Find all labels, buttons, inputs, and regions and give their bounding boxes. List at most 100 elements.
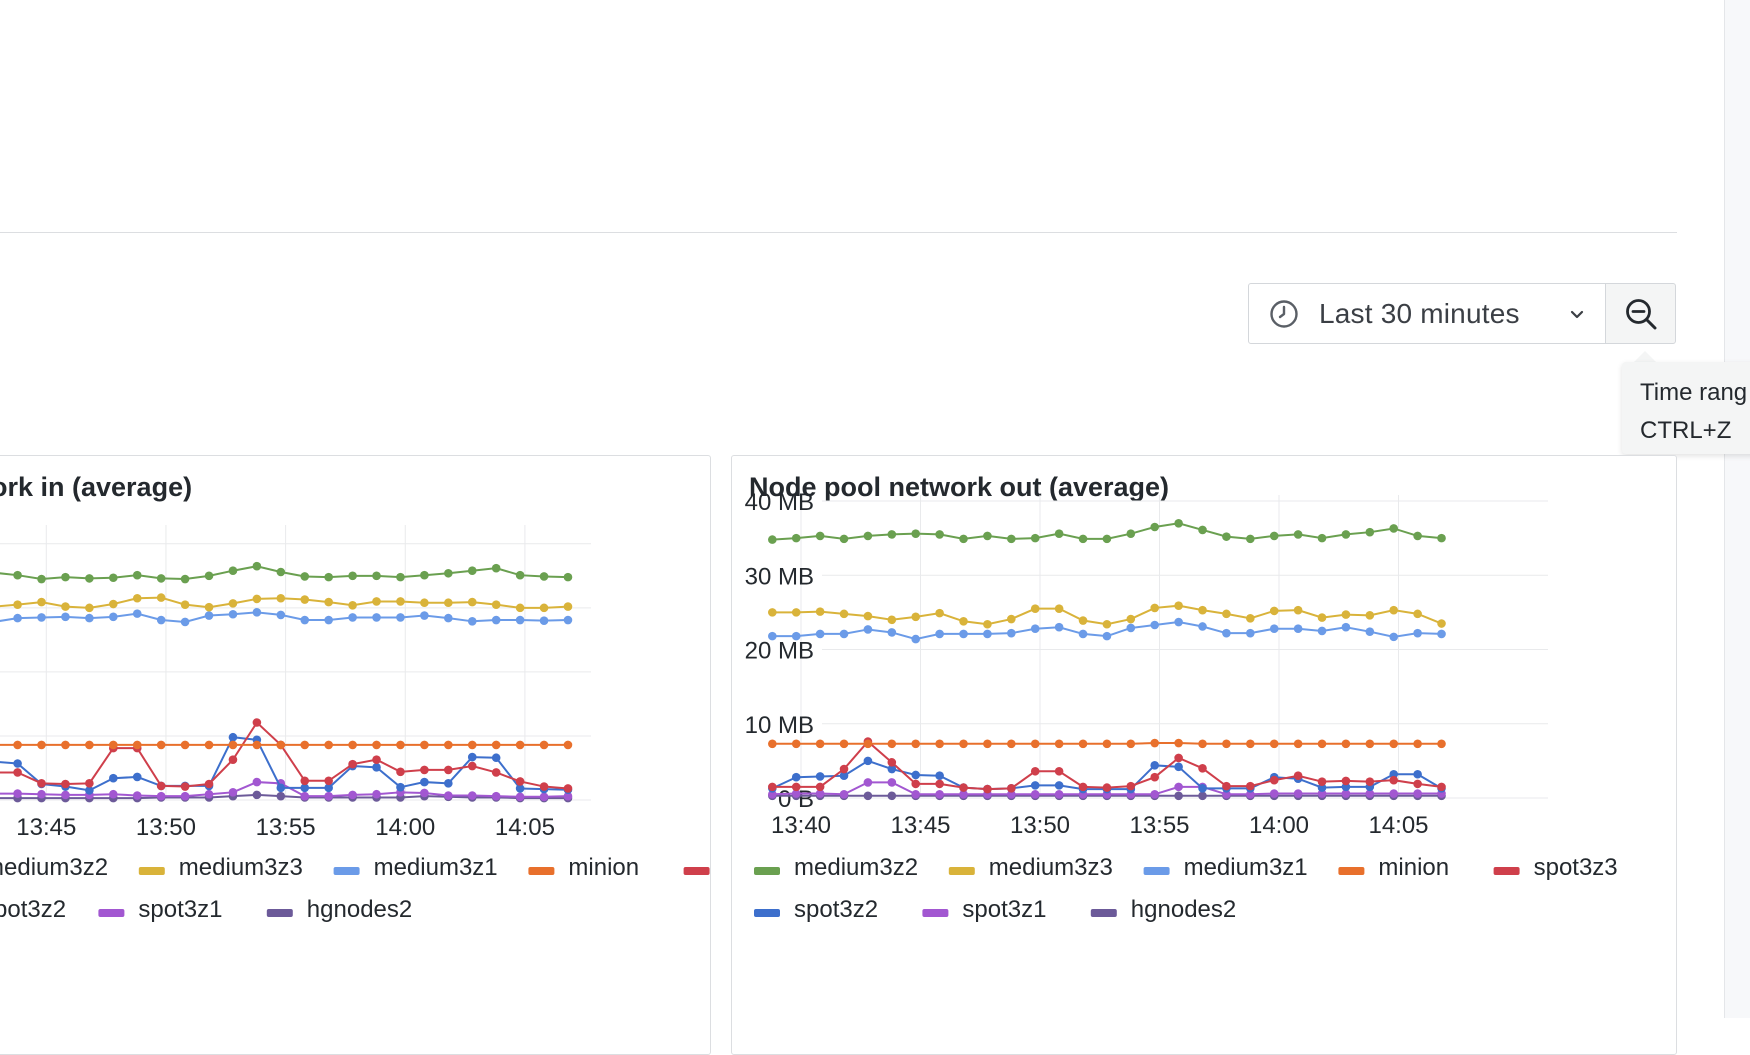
legend-label[interactable]: spot3z2 — [0, 896, 66, 923]
data-point — [204, 611, 214, 620]
data-point — [1150, 522, 1160, 532]
data-point — [839, 771, 849, 781]
legend-label[interactable]: minion — [568, 854, 639, 881]
panel-title: Node pool network out (average) — [749, 472, 1170, 502]
data-point — [839, 609, 849, 619]
data-point — [491, 740, 501, 750]
data-point — [1269, 739, 1279, 749]
grid — [0, 525, 591, 801]
legend-swatch — [528, 867, 555, 875]
data-point — [132, 791, 142, 800]
legend-label[interactable]: medium3z1 — [374, 854, 498, 881]
time-range-picker[interactable]: Last 30 minutes — [1248, 283, 1606, 344]
legend-label[interactable]: medium3z3 — [179, 854, 303, 881]
data-point — [768, 739, 777, 749]
data-point — [1317, 777, 1327, 786]
data-point — [132, 593, 142, 603]
data-point — [1054, 529, 1064, 538]
data-point — [85, 574, 94, 583]
data-point — [815, 782, 825, 792]
zoom-out-button[interactable] — [1605, 283, 1676, 344]
legend-label[interactable]: hgnodes2 — [307, 896, 412, 923]
data-point — [815, 531, 825, 541]
legend[interactable]: medium3z2medium3z3medium3z1minionspot3z3… — [0, 854, 711, 923]
x-tick-label: 13:55 — [256, 814, 316, 841]
data-point — [1102, 783, 1112, 792]
data-point — [61, 790, 70, 800]
data-point — [1437, 782, 1446, 792]
data-point — [61, 602, 70, 611]
data-point — [1413, 609, 1422, 619]
legend-label[interactable]: spot3z1 — [138, 896, 222, 923]
data-point — [372, 755, 381, 764]
data-point — [1222, 609, 1231, 619]
y-tick-label: 10 MB — [745, 712, 814, 739]
legend-swatch — [98, 909, 125, 917]
data-point — [300, 615, 310, 625]
data-point — [935, 530, 944, 539]
data-point — [61, 740, 70, 750]
legend-label[interactable]: spot3z2 — [794, 896, 878, 923]
data-point — [109, 599, 118, 609]
y-tick-label: 30 MB — [745, 563, 814, 590]
data-point — [791, 739, 801, 749]
data-point — [348, 790, 357, 800]
data-point — [61, 612, 70, 622]
data-point — [1413, 739, 1422, 749]
data-point — [1030, 781, 1040, 790]
page-scrollbar[interactable] — [1724, 0, 1750, 1018]
data-point — [276, 783, 286, 793]
data-point — [180, 791, 190, 801]
data-point — [1341, 739, 1351, 749]
data-point — [276, 610, 286, 620]
data-point — [276, 740, 286, 750]
series-minion — [0, 740, 573, 750]
legend-label[interactable]: hgnodes2 — [1131, 896, 1236, 923]
data-point — [863, 739, 873, 749]
data-point — [444, 613, 453, 623]
series-spot3z3 — [768, 737, 1446, 794]
time-range-label: Last 30 minutes — [1319, 297, 1520, 329]
data-point — [1365, 789, 1375, 798]
data-point — [768, 535, 777, 544]
data-point — [1269, 775, 1279, 785]
data-point — [911, 612, 921, 622]
data-point — [1198, 739, 1207, 749]
data-point — [1413, 769, 1422, 779]
data-point — [1317, 533, 1327, 543]
data-point — [1269, 606, 1279, 616]
legend-label[interactable]: medium3z1 — [1184, 854, 1308, 881]
data-point — [348, 600, 357, 610]
data-point — [1174, 601, 1183, 610]
data-point — [204, 602, 214, 612]
data-point — [1007, 614, 1016, 624]
legend-label[interactable]: medium3z3 — [989, 854, 1113, 881]
legend-swatch — [754, 909, 780, 917]
data-point — [420, 740, 429, 750]
data-point — [324, 791, 333, 801]
data-point — [156, 593, 166, 602]
data-point — [1389, 605, 1399, 615]
data-point — [467, 566, 477, 576]
x-tick-label: 13:55 — [1129, 812, 1189, 839]
data-point — [300, 776, 310, 786]
data-point — [1341, 789, 1351, 798]
legend-label[interactable]: minion — [1378, 854, 1449, 881]
legend[interactable]: medium3z2 medium3z3 medium3z1 minion spot3z3… — [754, 854, 1618, 923]
legend-label[interactable]: spot3z1 — [962, 896, 1046, 923]
data-point — [109, 740, 118, 750]
data-point — [13, 570, 22, 580]
legend-swatch — [948, 867, 975, 875]
data-point — [887, 778, 897, 787]
data-point — [13, 789, 22, 798]
data-point — [1174, 753, 1183, 763]
data-point — [372, 763, 381, 772]
data-point — [1078, 629, 1088, 639]
data-point — [324, 597, 333, 607]
legend-label[interactable]: spot3z3 — [1534, 854, 1618, 881]
data-point — [959, 629, 968, 639]
legend-label[interactable]: medium3z2 — [794, 854, 918, 881]
data-point — [1102, 534, 1112, 544]
legend-label[interactable]: medium3z2 — [0, 854, 108, 881]
data-point — [37, 613, 46, 622]
